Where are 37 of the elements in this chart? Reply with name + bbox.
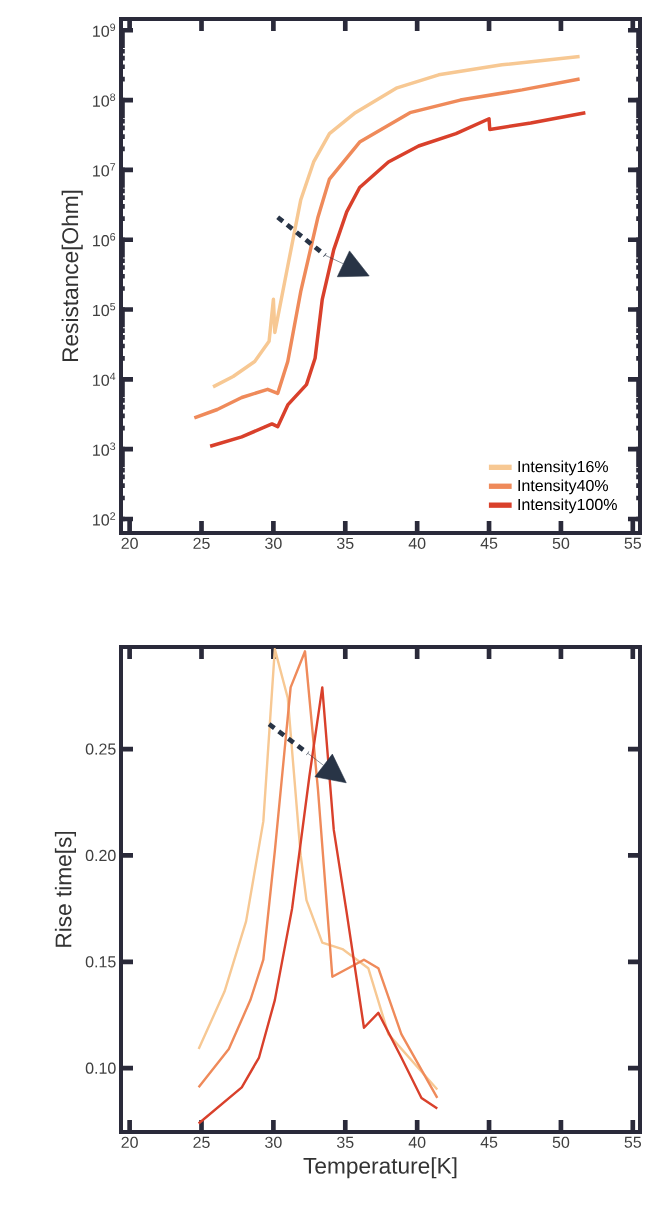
x-tick-label: 20: [121, 1136, 138, 1149]
x-tick-label: 35: [336, 1136, 354, 1149]
line-series: [192, 77, 582, 420]
legend-label: Intensity40%: [518, 479, 609, 495]
x-tick-label: 25: [193, 537, 210, 550]
y-tick-label: 10$^{5}$: [93, 302, 116, 317]
x-tick-label: 50: [552, 1136, 570, 1149]
y-axis-title: Rise time[s]: [54, 831, 76, 947]
y-tick-label: 0.20: [85, 849, 116, 862]
y-tick-label: 10$^{2}$: [93, 512, 116, 526]
x-tick-label: 35: [336, 537, 354, 550]
x-tick-label: 30: [265, 537, 282, 550]
x-tick-label: 55: [624, 537, 642, 549]
y-axis-title: Resistance[Ohm]: [61, 190, 83, 362]
y-tick-label: 10$^{3}$: [93, 442, 116, 456]
y-tick-label: 0.10: [85, 1062, 116, 1074]
y-tick-label: 0.25: [85, 743, 116, 755]
x-axis-title: Temperature[K]: [303, 1157, 457, 1179]
x-tick-label: 50: [552, 537, 570, 550]
y-tick-label: 10$^{9}$: [93, 23, 116, 37]
line-series: [211, 54, 582, 389]
x-tick-label: 25: [193, 1136, 210, 1149]
x-tick-label: 40: [408, 537, 426, 550]
line-series: [208, 110, 588, 449]
legend-label: Intensity100%: [518, 498, 617, 514]
y-tick-label: 10$^{4}$: [93, 372, 116, 386]
x-tick-label: 55: [624, 1136, 642, 1148]
x-tick-label: 45: [480, 1136, 498, 1148]
y-tick-label: 0.15: [85, 956, 116, 968]
y-tick-label: 10$^{8}$: [93, 93, 116, 107]
x-tick-label: 20: [121, 537, 138, 550]
x-tick-label: 30: [265, 1136, 282, 1149]
legend-label: Intensity16%: [518, 460, 609, 476]
x-tick-label: 45: [480, 537, 498, 549]
x-tick-label: 40: [408, 1136, 426, 1149]
y-tick-label: 10$^{6}$: [93, 233, 116, 247]
y-tick-label: 10$^{7}$: [93, 163, 116, 177]
